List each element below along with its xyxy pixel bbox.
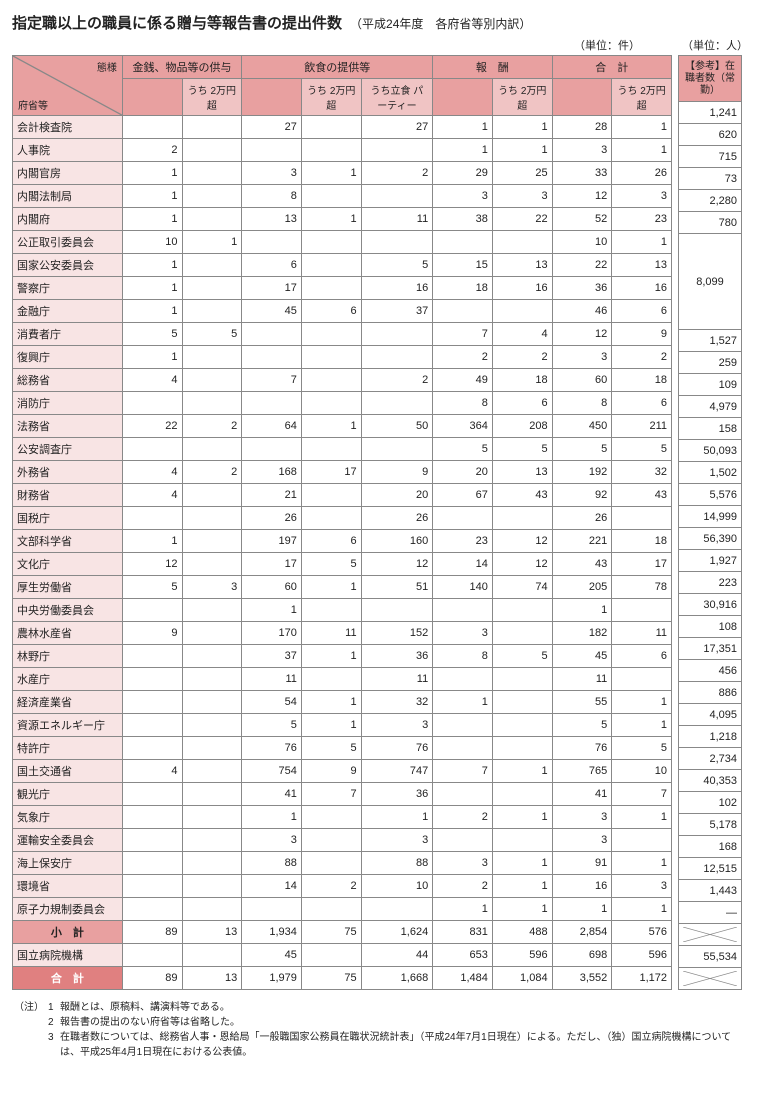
ref-cell: 14,999: [679, 506, 742, 528]
ref-cell: 108: [679, 616, 742, 638]
col-group-4: 合 計: [552, 56, 671, 79]
row-header: 文化庁: [13, 553, 123, 576]
row-header: 厚生労働省: [13, 576, 123, 599]
ref-cell: 5,178: [679, 814, 742, 836]
page-title: 指定職以上の職員に係る贈与等報告書の提出件数: [12, 12, 342, 33]
ref-cell: 223: [679, 572, 742, 594]
ref-cell: 50,093: [679, 440, 742, 462]
sub-party: うち立食 パーティー: [361, 79, 433, 116]
ref-cell: 102: [679, 792, 742, 814]
ref-cell: 1,502: [679, 462, 742, 484]
ref-cell: 158: [679, 418, 742, 440]
row-header: 原子力規制委員会: [13, 898, 123, 921]
row-header: 林野庁: [13, 645, 123, 668]
sub-over20k: うち 2万円超: [612, 79, 672, 116]
sub-over20k: うち 2万円超: [301, 79, 361, 116]
row-header: 運輸安全委員会: [13, 829, 123, 852]
row-header: 国立病院機構: [13, 944, 123, 967]
col-group-3: 報 酬: [433, 56, 552, 79]
ref-cell: 56,390: [679, 528, 742, 550]
row-header: 公安調査庁: [13, 438, 123, 461]
ref-cell: 168: [679, 836, 742, 858]
notes: （注）1報酬とは、原稿料、講演料等である。2報告書の提出のない府省等は省略した。…: [12, 1000, 748, 1060]
note-text: 報告書の提出のない府省等は省略した。: [60, 1015, 240, 1030]
ref-cell: 780: [679, 212, 742, 234]
diag-header: 態様 府省等: [13, 56, 123, 116]
col-ref: 【参考】在職者数（常勤）: [679, 56, 742, 102]
ref-table: 【参考】在職者数（常勤） 1,241620715732,2807808,0991…: [678, 55, 742, 990]
row-header: 消防庁: [13, 392, 123, 415]
ref-cell: 259: [679, 352, 742, 374]
ref-cell: 1,241: [679, 102, 742, 124]
ref-cell: 5,576: [679, 484, 742, 506]
row-header: 外務省: [13, 461, 123, 484]
row-header: 公正取引委員会: [13, 231, 123, 254]
page-subtitle: （平成24年度 各府省等別内訳）: [350, 15, 531, 32]
row-header: 警察庁: [13, 277, 123, 300]
row-header: 観光庁: [13, 783, 123, 806]
ref-cell: 30,916: [679, 594, 742, 616]
subtotal-header: 小 計: [13, 921, 123, 944]
ref-cell: 55,534: [679, 946, 742, 968]
unit-label-1: （単位：件）: [574, 37, 640, 53]
ref-cell: 4,095: [679, 704, 742, 726]
ref-cell: 1,927: [679, 550, 742, 572]
col-group-1: 金銭、物品等の供与: [122, 56, 241, 79]
ref-cell: 2,734: [679, 748, 742, 770]
row-header: 金融庁: [13, 300, 123, 323]
ref-cell: 1,527: [679, 330, 742, 352]
row-header: 国税庁: [13, 507, 123, 530]
unit-label-2: （単位：人）: [682, 37, 748, 53]
ref-cell: 620: [679, 124, 742, 146]
row-header: 気象庁: [13, 806, 123, 829]
row-header: 文部科学省: [13, 530, 123, 553]
col-group-2: 飲食の提供等: [242, 56, 433, 79]
row-header: 海上保安庁: [13, 852, 123, 875]
ref-cell: 8,099: [679, 234, 742, 330]
sub-over20k: うち 2万円超: [182, 79, 242, 116]
note-text: 報酬とは、原稿料、講演料等である。: [60, 1000, 230, 1015]
ref-cell: 456: [679, 660, 742, 682]
ref-cell: 1,443: [679, 880, 742, 902]
row-header: 法務省: [13, 415, 123, 438]
ref-cell: 2,280: [679, 190, 742, 212]
ref-cell: —: [679, 902, 742, 924]
ref-cell: 40,353: [679, 770, 742, 792]
row-header: 経済産業省: [13, 691, 123, 714]
ref-cell: 4,979: [679, 396, 742, 418]
total-header: 合 計: [13, 967, 123, 990]
ref-cell: 12,515: [679, 858, 742, 880]
row-header: 水産庁: [13, 668, 123, 691]
row-header: 財務省: [13, 484, 123, 507]
row-header: 国家公安委員会: [13, 254, 123, 277]
row-header: 国土交通省: [13, 760, 123, 783]
row-header: 消費者庁: [13, 323, 123, 346]
row-header: 総務省: [13, 369, 123, 392]
row-header: 人事院: [13, 139, 123, 162]
row-header: 内閣府: [13, 208, 123, 231]
row-header: 会計検査院: [13, 116, 123, 139]
ref-cell: 886: [679, 682, 742, 704]
ref-cell: 1,218: [679, 726, 742, 748]
row-header: 農林水産省: [13, 622, 123, 645]
ref-cell: 73: [679, 168, 742, 190]
ref-cell: 109: [679, 374, 742, 396]
row-header: 復興庁: [13, 346, 123, 369]
note-text: 在職者数については、総務省人事・恩給局「一般職国家公務員在職状況統計表」（平成2…: [60, 1030, 748, 1060]
row-header: 資源エネルギー庁: [13, 714, 123, 737]
sub-over20k: うち 2万円超: [492, 79, 552, 116]
main-table: 態様 府省等 金銭、物品等の供与 飲食の提供等 報 酬 合 計 うち 2万円超 …: [12, 55, 672, 990]
ref-cell: 715: [679, 146, 742, 168]
row-header: 環境省: [13, 875, 123, 898]
ref-cell: 17,351: [679, 638, 742, 660]
row-header: 特許庁: [13, 737, 123, 760]
row-header: 内閣法制局: [13, 185, 123, 208]
row-header: 中央労働委員会: [13, 599, 123, 622]
row-header: 内閣官房: [13, 162, 123, 185]
